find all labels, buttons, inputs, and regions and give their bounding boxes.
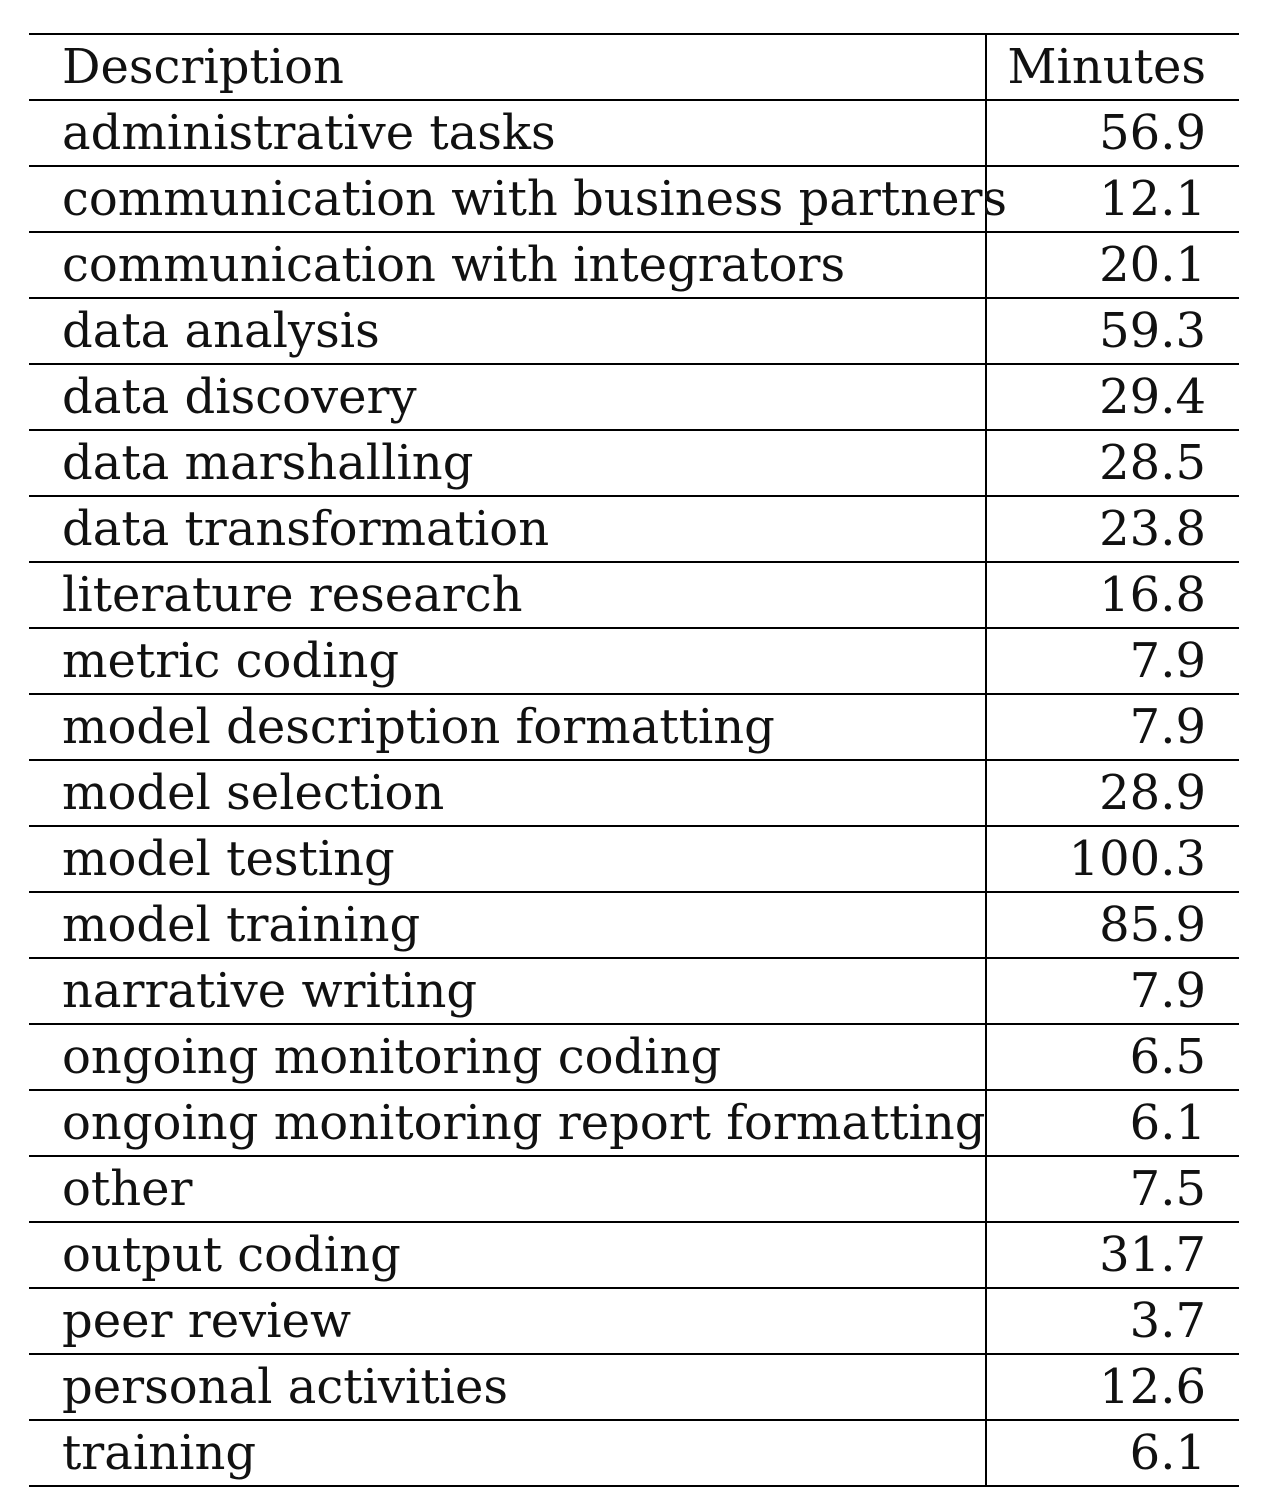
minutes-cell: 6.5 <box>986 1023 1239 1091</box>
header-row: Description Minutes <box>29 33 1239 101</box>
table-row: metric coding 7.9 <box>29 627 1239 695</box>
description-cell: personal activities <box>29 1353 987 1421</box>
minutes-cell: 7.9 <box>986 693 1239 761</box>
description-cell: data marshalling <box>29 429 987 497</box>
description-cell: data discovery <box>29 363 987 431</box>
table-row: peer review 3.7 <box>29 1287 1239 1355</box>
table-row: data discovery 29.4 <box>29 363 1239 431</box>
table-row: ongoing monitoring report formatting 6.1 <box>29 1089 1239 1157</box>
table-row: literature research 16.8 <box>29 561 1239 629</box>
table-row: model description formatting 7.9 <box>29 693 1239 761</box>
table-body: administrative tasks 56.9 communication wi… <box>29 99 1239 1487</box>
table-row: personal activities 12.6 <box>29 1353 1239 1421</box>
minutes-cell: 31.7 <box>986 1221 1239 1289</box>
description-cell: ongoing monitoring coding <box>29 1023 987 1091</box>
minutes-cell: 7.9 <box>986 957 1239 1025</box>
table-row: other 7.5 <box>29 1155 1239 1223</box>
table-row: training 6.1 <box>29 1419 1239 1487</box>
minutes-cell: 100.3 <box>986 825 1239 893</box>
minutes-cell: 23.8 <box>986 495 1239 563</box>
minutes-cell: 28.5 <box>986 429 1239 497</box>
minutes-cell: 12.1 <box>986 165 1239 233</box>
table-row: data transformation 23.8 <box>29 495 1239 563</box>
table-header: Description Minutes <box>29 33 1239 101</box>
description-cell: data analysis <box>29 297 987 365</box>
minutes-cell: 6.1 <box>986 1089 1239 1157</box>
description-cell: narrative writing <box>29 957 987 1025</box>
minutes-table: Description Minutes administrative tasks… <box>29 33 1239 1487</box>
table-row: administrative tasks 56.9 <box>29 99 1239 167</box>
minutes-cell: 7.9 <box>986 627 1239 695</box>
description-cell: output coding <box>29 1221 987 1289</box>
minutes-cell: 7.5 <box>986 1155 1239 1223</box>
description-column-header: Description <box>29 33 987 101</box>
minutes-cell: 3.7 <box>986 1287 1239 1355</box>
table-row: narrative writing 7.9 <box>29 957 1239 1025</box>
description-cell: model training <box>29 891 987 959</box>
description-cell: communication with integrators <box>29 231 987 299</box>
minutes-cell: 59.3 <box>986 297 1239 365</box>
table-row: data marshalling 28.5 <box>29 429 1239 497</box>
table-row: output coding 31.7 <box>29 1221 1239 1289</box>
minutes-cell: 6.1 <box>986 1419 1239 1487</box>
table-row: model testing 100.3 <box>29 825 1239 893</box>
description-cell: literature research <box>29 561 987 629</box>
minutes-cell: 20.1 <box>986 231 1239 299</box>
minutes-cell: 12.6 <box>986 1353 1239 1421</box>
description-cell: administrative tasks <box>29 99 987 167</box>
minutes-cell: 85.9 <box>986 891 1239 959</box>
minutes-cell: 16.8 <box>986 561 1239 629</box>
description-cell: other <box>29 1155 987 1223</box>
description-cell: communication with business partners <box>29 165 1007 233</box>
description-cell: metric coding <box>29 627 987 695</box>
table-row: communication with business partners 12.1 <box>29 165 1239 233</box>
table-row: data analysis 59.3 <box>29 297 1239 365</box>
description-cell: peer review <box>29 1287 987 1355</box>
minutes-column-header: Minutes <box>986 33 1239 101</box>
description-cell: ongoing monitoring report formatting <box>29 1089 987 1157</box>
minutes-cell: 29.4 <box>986 363 1239 431</box>
description-cell: model description formatting <box>29 693 987 761</box>
description-cell: model selection <box>29 759 987 827</box>
table-row: model selection 28.9 <box>29 759 1239 827</box>
minutes-cell: 56.9 <box>986 99 1239 167</box>
table-row: ongoing monitoring coding 6.5 <box>29 1023 1239 1091</box>
table-row: model training 85.9 <box>29 891 1239 959</box>
minutes-cell: 28.9 <box>986 759 1239 827</box>
table-row: communication with integrators 20.1 <box>29 231 1239 299</box>
description-cell: training <box>29 1419 987 1487</box>
description-cell: data transformation <box>29 495 987 563</box>
description-cell: model testing <box>29 825 987 893</box>
